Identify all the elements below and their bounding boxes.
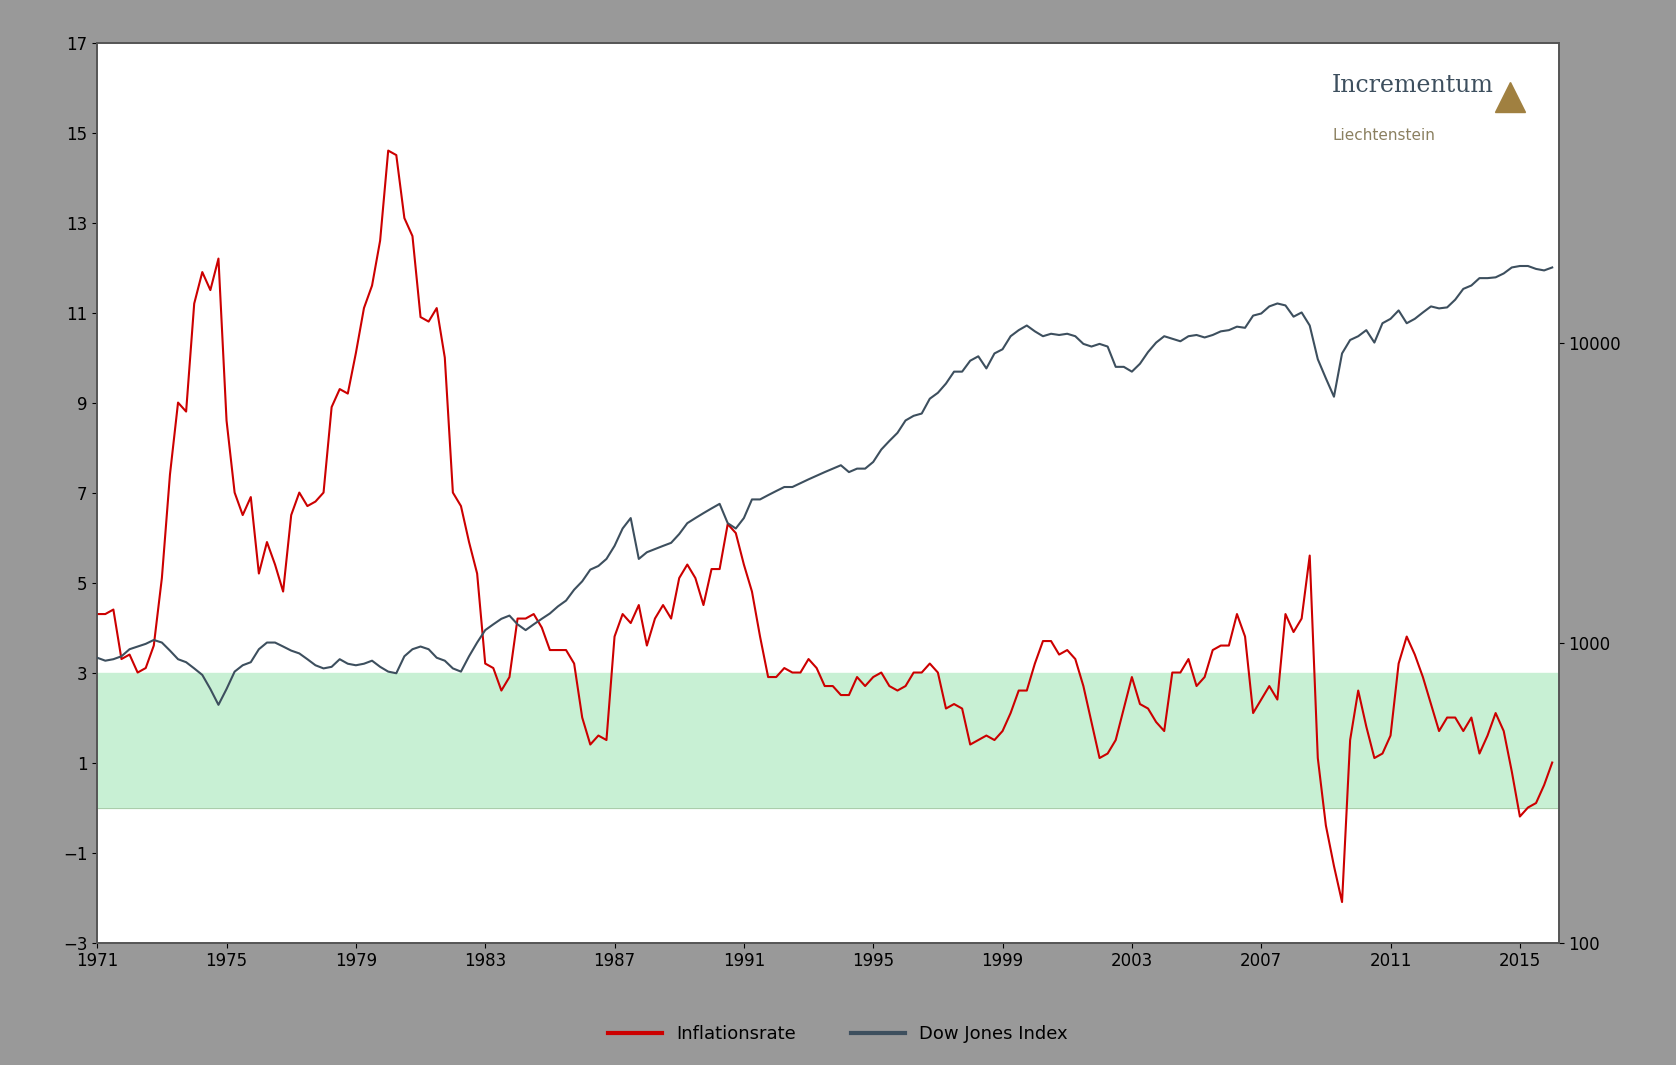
Text: Incrementum: Incrementum: [1332, 75, 1493, 97]
Legend: Inflationsrate, Dow Jones Index: Inflationsrate, Dow Jones Index: [602, 1018, 1074, 1051]
Bar: [97, 673, 1559, 807]
Text: Liechtenstein: Liechtenstein: [1332, 128, 1435, 143]
